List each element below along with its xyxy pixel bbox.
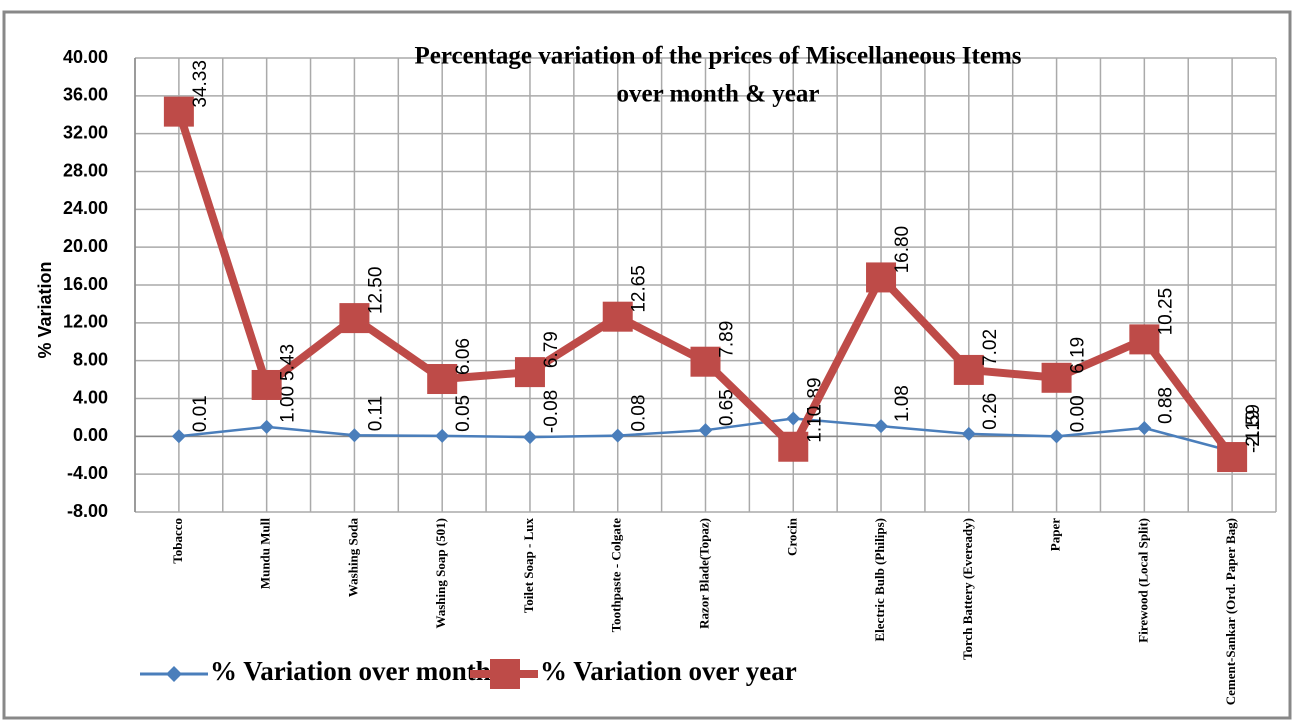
marker	[610, 428, 625, 443]
data-label: 0.26	[980, 393, 1001, 430]
marker	[786, 411, 801, 426]
y-tick-label: 28.00	[63, 160, 108, 180]
x-tick-label: Washing Soda	[345, 518, 360, 598]
chart-title: over month & year	[617, 81, 820, 108]
marker	[514, 357, 545, 388]
x-tick-label: Electric Bulb (Philips)	[872, 518, 887, 642]
y-tick-label: -4.00	[67, 463, 108, 483]
data-label: 12.50	[365, 267, 386, 315]
data-label: 0.01	[190, 395, 211, 432]
data-label: 7.89	[717, 321, 738, 358]
y-tick-label: 12.00	[63, 312, 108, 332]
y-tick-label: 16.00	[63, 274, 108, 294]
data-label: 34.33	[190, 60, 211, 108]
x-tick-label: Toilet Soap - Lux	[521, 518, 536, 614]
data-label: 6.19	[1068, 337, 1089, 374]
marker	[690, 346, 721, 377]
data-label: 0.11	[365, 396, 386, 432]
legend-label: % Variation over month	[210, 656, 491, 686]
marker	[778, 431, 809, 462]
marker	[259, 419, 274, 434]
marker	[522, 430, 537, 445]
marker	[339, 303, 370, 334]
y-tick-label: 40.00	[63, 47, 108, 67]
x-tick-label: Tobacco	[170, 518, 185, 564]
data-label: 1.00	[278, 386, 299, 423]
y-tick-label: 32.00	[63, 122, 108, 142]
x-tick-label: Toothpaste - Colgate	[609, 518, 624, 633]
legend-label: % Variation over year	[540, 656, 797, 686]
marker	[866, 262, 897, 293]
data-label: 5.43	[278, 344, 299, 381]
marker	[1217, 442, 1248, 473]
data-label: 6.06	[453, 338, 474, 375]
y-tick-label: 20.00	[63, 236, 108, 256]
data-label: 1.10	[804, 406, 825, 443]
marker	[427, 364, 458, 395]
data-label: 1.08	[892, 385, 913, 422]
data-label: 0.00	[1068, 395, 1089, 432]
data-label: -2.19	[1243, 410, 1264, 453]
y-tick-label: 0.00	[73, 425, 108, 445]
data-label: 0.65	[717, 389, 738, 426]
data-label: 7.02	[980, 329, 1001, 366]
legend-marker	[490, 659, 520, 689]
marker	[163, 96, 194, 127]
chart-title: Percentage variation of the prices of Mi…	[414, 43, 1021, 70]
x-tick-label: Mundu Mull	[258, 518, 273, 590]
data-label: -1.59	[1243, 404, 1264, 447]
y-tick-label: 36.00	[63, 85, 108, 105]
data-label: 0.08	[629, 395, 650, 432]
data-label: -0.08	[541, 390, 562, 433]
x-tick-label: Cement-Sankar (Ord. Paper Bag)	[1223, 518, 1238, 705]
data-label: 10.25	[1155, 288, 1176, 336]
marker	[347, 428, 362, 443]
marker	[1137, 421, 1152, 436]
x-tick-label: Firewood (Local Split)	[1135, 518, 1150, 643]
x-tick-label: Torch Battery (Eveready)	[960, 518, 975, 660]
x-tick-label: Crocin	[784, 517, 799, 556]
marker	[1049, 429, 1064, 444]
marker	[698, 423, 713, 438]
x-tick-label: Washing Soap (501)	[433, 518, 448, 629]
marker	[602, 301, 633, 332]
marker	[435, 428, 450, 443]
data-label: 6.79	[541, 331, 562, 368]
marker	[1129, 324, 1160, 355]
legend-marker	[166, 666, 182, 682]
x-tick-label: Paper	[1048, 518, 1063, 551]
marker	[874, 419, 889, 434]
data-label: 0.88	[1155, 387, 1176, 424]
y-tick-label: 8.00	[73, 349, 108, 369]
y-tick-label: 24.00	[63, 198, 108, 218]
marker	[953, 354, 984, 385]
data-label: 12.65	[629, 265, 650, 313]
data-label: 16.80	[892, 226, 913, 274]
chart-border	[2, 10, 1292, 720]
x-tick-label: Razor Blade(Topaz)	[696, 518, 711, 629]
y-axis-label: % Variation	[35, 261, 55, 358]
data-label: 0.05	[453, 395, 474, 432]
marker	[251, 369, 282, 400]
marker	[171, 429, 186, 444]
y-tick-label: -8.00	[67, 501, 108, 521]
marker	[1041, 362, 1072, 393]
marker	[961, 426, 976, 441]
y-tick-label: 4.00	[73, 387, 108, 407]
